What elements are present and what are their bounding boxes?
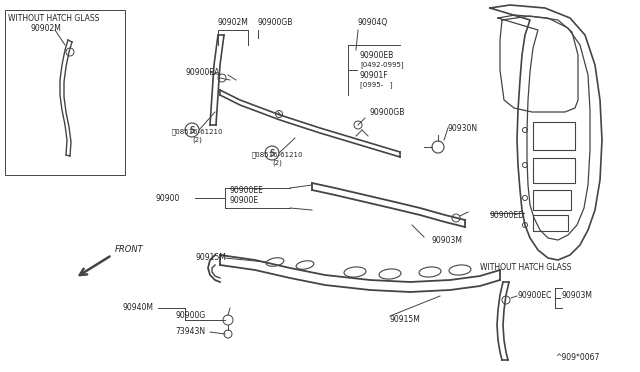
Text: WITHOUT HATCH GLASS: WITHOUT HATCH GLASS	[8, 13, 99, 22]
Text: 90901F: 90901F	[360, 71, 388, 80]
Bar	[533, 122, 575, 150]
Text: 90900GB: 90900GB	[258, 17, 293, 26]
Text: [0492-0995]: [0492-0995]	[360, 62, 404, 68]
Text: 90900GB: 90900GB	[370, 108, 405, 116]
Text: 90900ED: 90900ED	[490, 211, 525, 219]
Text: 90902M: 90902M	[218, 17, 249, 26]
Text: (2): (2)	[272, 160, 282, 166]
Bar	[5, 10, 125, 175]
Text: 90915M: 90915M	[390, 315, 421, 324]
Bar	[533, 190, 571, 210]
Bar	[533, 215, 568, 231]
Text: 90902M: 90902M	[30, 23, 61, 32]
Text: [0995-   ]: [0995- ]	[360, 81, 392, 89]
Text: 90903M: 90903M	[432, 235, 463, 244]
Text: 90930N: 90930N	[448, 124, 478, 132]
Bar	[533, 158, 575, 183]
Text: 90900EB: 90900EB	[360, 51, 394, 60]
Text: 90900EC: 90900EC	[518, 291, 552, 299]
Text: 90940M: 90940M	[122, 304, 153, 312]
Text: 90900: 90900	[155, 193, 179, 202]
Text: 90904Q: 90904Q	[358, 17, 388, 26]
Text: ^909*0067: ^909*0067	[555, 353, 600, 362]
Text: Ⓝ08516-61210: Ⓝ08516-61210	[252, 152, 303, 158]
Text: 73943N: 73943N	[175, 327, 205, 337]
Text: 90900G: 90900G	[175, 311, 205, 321]
Text: 90900EA: 90900EA	[186, 67, 220, 77]
Text: (2): (2)	[192, 137, 202, 143]
Text: S: S	[189, 125, 195, 135]
Text: 90903M: 90903M	[562, 291, 593, 299]
Text: S: S	[269, 148, 275, 157]
Text: 90900EE: 90900EE	[230, 186, 264, 195]
Text: Ⓝ08516-61210: Ⓝ08516-61210	[172, 129, 223, 135]
Text: 90915M: 90915M	[195, 253, 226, 263]
Text: WITHOUT HATCH GLASS: WITHOUT HATCH GLASS	[480, 263, 572, 273]
Text: FRONT: FRONT	[115, 246, 144, 254]
Text: 90900E: 90900E	[230, 196, 259, 205]
